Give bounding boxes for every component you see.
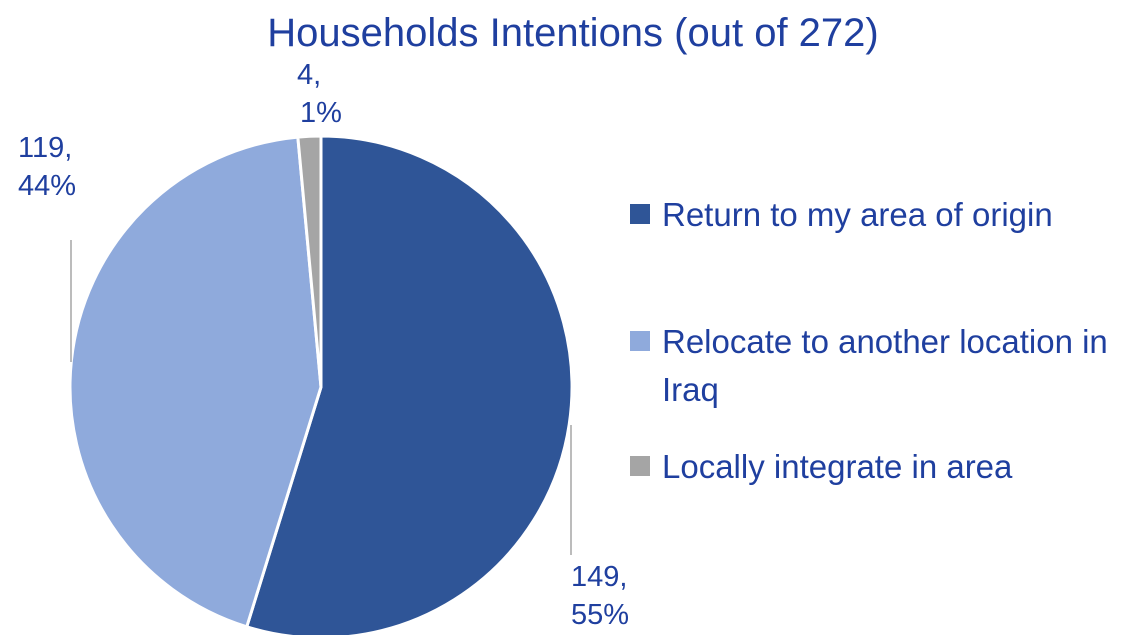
data-label: 44% — [18, 170, 76, 202]
pie-slice — [244, 134, 574, 635]
legend-swatch — [630, 331, 650, 351]
data-label: 149, — [571, 561, 627, 593]
legend-label: Relocate to another location in Iraq — [662, 323, 1108, 408]
data-label: 4, — [297, 59, 321, 91]
data-label: 1% — [300, 97, 342, 129]
legend-label: Return to my area of origin — [662, 196, 1053, 233]
legend-label: Locally integrate in area — [662, 448, 1013, 485]
legend-swatch — [630, 204, 650, 224]
pie-slice — [296, 134, 323, 388]
data-label: 119, — [18, 132, 72, 164]
data-label: 55% — [571, 599, 629, 631]
chart-title: Households Intentions (out of 272) — [267, 11, 879, 55]
legend-swatch — [630, 456, 650, 476]
